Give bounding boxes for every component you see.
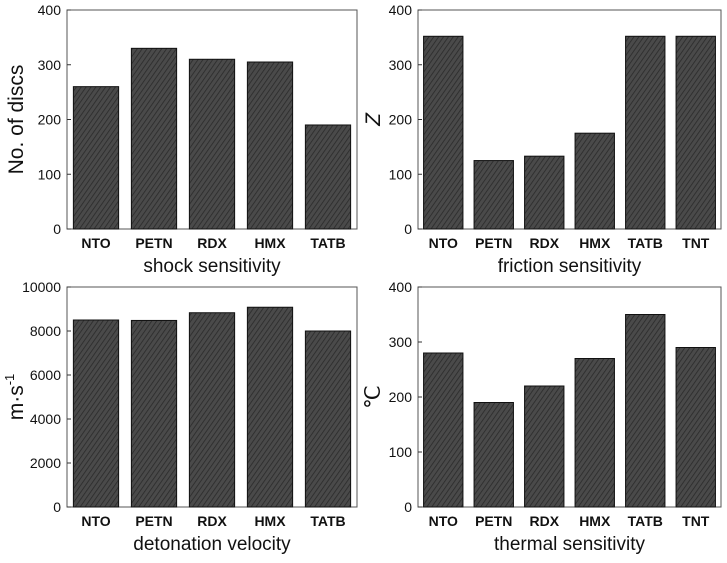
y-axis-title-text: m·s: [5, 385, 28, 420]
y-tick-label: 400: [389, 2, 413, 18]
plot-frame: [417, 286, 722, 508]
y-tick-label: 2000: [30, 455, 61, 471]
y-tick-label: 400: [389, 279, 413, 295]
y-tick-label: 300: [389, 334, 413, 350]
x-tick-label: NTO: [81, 235, 110, 251]
bar-petn: [130, 319, 178, 508]
x-tick-label: NTO: [429, 235, 458, 251]
bar-nto: [423, 352, 464, 508]
x-tick-label: HMX: [254, 235, 286, 251]
y-tick-label: 0: [404, 499, 412, 515]
y-axis-title: No. of discs: [5, 65, 28, 175]
bar-petn: [473, 160, 514, 230]
y-tick-label: 0: [53, 499, 61, 515]
x-tick-label: RDX: [529, 235, 559, 251]
y-axis-title: m·s-1: [2, 374, 28, 421]
y-tick-label: 6000: [30, 367, 61, 383]
plot-frame: [417, 9, 722, 230]
x-tick-label: TATB: [310, 235, 345, 251]
bar-rdx: [524, 385, 565, 508]
y-tick-label: 100: [38, 166, 62, 182]
bar-tatb: [625, 35, 666, 230]
y-tick-label: 200: [389, 389, 413, 405]
y-axis-title-text: Z: [362, 112, 385, 127]
x-tick-label: TNT: [682, 513, 710, 529]
y-tick-label: 0: [404, 221, 412, 237]
chart-panel-3: 0 2000 4000 6000 8000 10000 NTO PETN RDX HMX TATB d…: [2, 279, 358, 555]
x-tick-label: TNT: [682, 235, 710, 251]
y-tick-label: 0: [53, 221, 61, 237]
x-tick-label: NTO: [429, 513, 458, 529]
x-tick-label: TATB: [628, 513, 663, 529]
y-tick-label: 100: [389, 166, 413, 182]
x-tick-label: HMX: [579, 513, 611, 529]
x-tick-label: PETN: [135, 235, 172, 251]
x-tick-label: PETN: [135, 513, 172, 529]
x-tick-label: PETN: [475, 235, 512, 251]
bar-nto: [72, 319, 120, 508]
x-tick-label: RDX: [197, 513, 227, 529]
y-tick-label: 8000: [30, 323, 61, 339]
y-tick-label: 400: [38, 2, 62, 18]
y-axis-title-sup: -1: [2, 374, 17, 386]
y-axis-title-text: ℃: [362, 385, 385, 409]
x-tick-label: PETN: [475, 513, 512, 529]
y-tick-label: 300: [38, 57, 62, 73]
bar-nto: [423, 35, 464, 230]
bar-tnt: [675, 347, 716, 508]
y-axis-title: Z: [362, 112, 385, 127]
y-tick-label: 100: [389, 444, 413, 460]
bar-tnt: [675, 35, 716, 230]
x-tick-label: RDX: [197, 235, 227, 251]
y-axis-title: ℃: [362, 385, 385, 409]
y-tick-label: 10000: [22, 279, 61, 295]
bar-hmx: [246, 306, 294, 508]
y-tick-label: 4000: [30, 411, 61, 427]
y-tick-label: 200: [38, 112, 62, 128]
bar-rdx: [188, 312, 236, 508]
x-tick-label: TATB: [310, 513, 345, 529]
y-tick-label: 300: [389, 57, 413, 73]
x-axis-title: friction sensitivity: [498, 256, 642, 277]
bar-petn: [473, 402, 514, 508]
x-axis-title: detonation velocity: [133, 534, 291, 555]
bar-petn: [130, 47, 178, 230]
x-axis-title: thermal sensitivity: [494, 534, 645, 555]
bar-rdx: [524, 155, 565, 230]
bar-hmx: [574, 132, 615, 230]
bar-tatb: [304, 124, 352, 230]
bar-hmx: [246, 61, 294, 230]
bar-hmx: [574, 358, 615, 508]
x-axis-title: shock sensitivity: [143, 256, 281, 277]
bar-tatb: [625, 314, 666, 508]
x-tick-label: RDX: [529, 513, 559, 529]
y-axis-title-text: No. of discs: [5, 65, 28, 175]
y-tick-label: 200: [389, 112, 413, 128]
x-tick-label: HMX: [254, 513, 286, 529]
chart-panel-2: 0 100 200 300 400 NTO PETN RDX HMX TATB TNT frictio…: [362, 2, 722, 277]
x-tick-label: HMX: [579, 235, 611, 251]
chart-panel-4: 0 100 200 300 400 NTO PETN RDX HMX TATB TNT thermal…: [362, 279, 722, 555]
x-tick-label: NTO: [81, 513, 110, 529]
bar-tatb: [304, 330, 352, 508]
x-tick-label: TATB: [628, 235, 663, 251]
bar-nto: [72, 86, 120, 230]
bar-rdx: [188, 58, 236, 230]
chart-panel-1: 0 100 200 300 400 NTO PETN RDX HMX TATB shock sens…: [5, 2, 358, 277]
